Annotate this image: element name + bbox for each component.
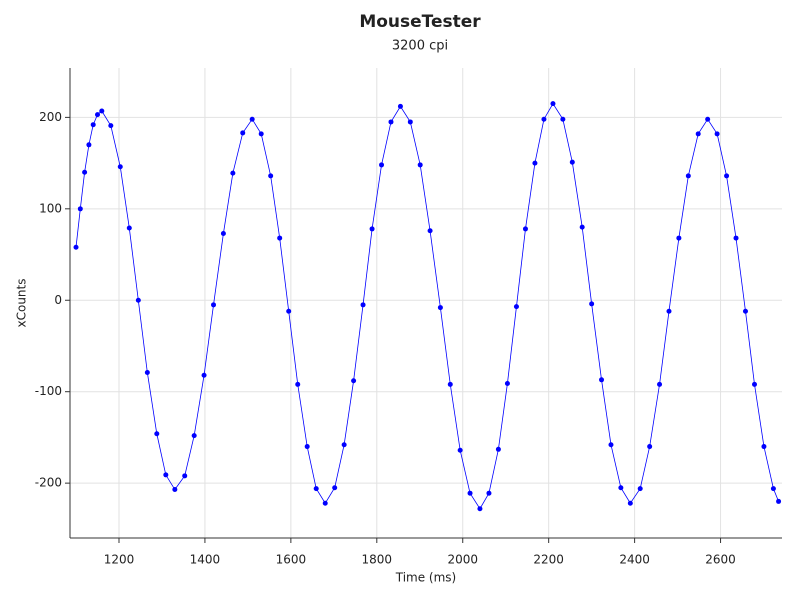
data-point	[135, 297, 141, 303]
data-point	[770, 486, 776, 492]
data-point	[733, 235, 739, 241]
y-tick-label: 200	[39, 110, 62, 124]
data-point	[163, 472, 169, 478]
data-point	[369, 226, 375, 232]
data-point	[351, 378, 357, 384]
data-point	[618, 485, 624, 491]
data-point	[73, 244, 79, 250]
x-axis-label: Time (ms)	[395, 571, 457, 585]
data-point	[117, 164, 123, 170]
y-tick-label: 0	[54, 293, 62, 307]
data-point	[599, 377, 605, 383]
data-point	[182, 473, 188, 479]
data-point	[388, 119, 394, 125]
data-point	[560, 116, 566, 122]
data-point	[172, 487, 178, 493]
data-point	[154, 431, 160, 437]
data-point	[220, 231, 226, 237]
data-point	[447, 381, 453, 387]
data-point	[360, 302, 366, 308]
data-point	[504, 380, 510, 386]
data-point	[108, 123, 114, 129]
data-point	[751, 381, 757, 387]
data-point	[249, 116, 255, 122]
data-point	[126, 225, 132, 231]
data-point	[341, 442, 347, 448]
data-point	[532, 160, 538, 166]
data-point	[144, 369, 150, 375]
data-point	[608, 442, 614, 448]
data-point	[82, 169, 88, 175]
data-point	[295, 381, 301, 387]
data-point	[522, 226, 528, 232]
data-point	[99, 108, 105, 114]
data-point	[467, 490, 473, 496]
data-point	[589, 301, 595, 307]
data-point	[90, 122, 96, 128]
data-point	[714, 131, 720, 137]
data-point	[685, 173, 691, 179]
data-point	[191, 433, 197, 439]
plot-area	[70, 68, 782, 538]
data-point	[705, 116, 711, 122]
data-point	[407, 119, 413, 125]
data-point	[579, 224, 585, 230]
chart-title: MouseTester	[359, 12, 481, 32]
data-point	[676, 235, 682, 241]
data-point	[332, 485, 338, 491]
data-point	[627, 500, 633, 506]
data-point	[647, 444, 653, 450]
x-tick-label: 2200	[533, 553, 564, 567]
data-point	[277, 235, 283, 241]
x-tick-label: 1200	[104, 553, 135, 567]
data-point	[397, 103, 403, 109]
data-point	[258, 131, 264, 137]
y-tick-label: -100	[35, 384, 62, 398]
data-point	[742, 308, 748, 314]
y-tick-label: 100	[39, 201, 62, 215]
data-point	[313, 486, 319, 492]
x-tick-label: 2400	[619, 553, 650, 567]
data-point	[240, 130, 246, 136]
data-point	[569, 159, 575, 165]
data-point	[379, 162, 385, 168]
data-point	[695, 131, 701, 137]
data-point	[477, 506, 483, 512]
data-point	[230, 170, 236, 176]
x-tick-label: 2000	[447, 553, 478, 567]
data-point	[77, 206, 83, 212]
data-point	[776, 498, 782, 504]
data-point	[427, 228, 433, 234]
data-point	[761, 444, 767, 450]
data-point	[86, 142, 92, 148]
data-point	[211, 302, 217, 308]
data-point	[437, 305, 443, 311]
data-point	[286, 308, 292, 314]
data-point	[268, 173, 274, 179]
data-point	[322, 500, 328, 506]
x-tick-label: 2600	[705, 553, 736, 567]
chart-subtitle: 3200 cpi	[392, 39, 448, 54]
data-point	[513, 304, 519, 310]
data-point	[550, 101, 556, 107]
data-point	[666, 308, 672, 314]
y-tick-label: -200	[35, 476, 62, 490]
data-point	[417, 162, 423, 168]
x-tick-label: 1800	[362, 553, 393, 567]
data-point	[657, 381, 663, 387]
data-point	[304, 444, 310, 450]
x-tick-label: 1400	[190, 553, 221, 567]
data-point	[724, 173, 730, 179]
y-axis-label: xCounts	[15, 279, 29, 328]
data-point	[457, 447, 463, 453]
data-point	[486, 490, 492, 496]
data-point	[95, 112, 101, 118]
data-point	[495, 446, 501, 452]
data-point	[637, 486, 643, 492]
x-tick-label: 1600	[276, 553, 307, 567]
data-point	[201, 372, 207, 378]
data-point	[541, 116, 547, 122]
